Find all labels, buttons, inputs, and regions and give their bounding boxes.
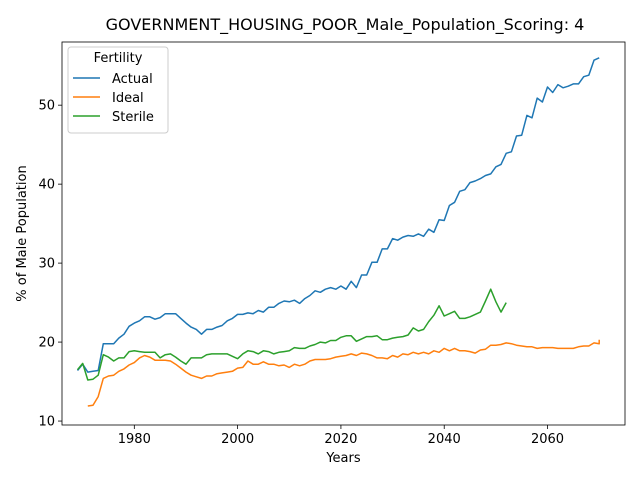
x-axis-label: Years: [325, 451, 361, 466]
legend: Fertility Actual Ideal Sterile: [67, 46, 169, 134]
legend-label-ideal: Ideal: [112, 91, 144, 106]
y-axis-label: % of Male Population: [15, 165, 30, 301]
x-tick-label: 2020: [324, 432, 357, 447]
x-tick-label: 2000: [221, 432, 254, 447]
legend-box: [67, 46, 169, 134]
series-line-sterile: [76, 288, 507, 381]
series-line-actual: [76, 57, 600, 373]
x-tick-label: 2060: [531, 432, 564, 447]
y-tick-label: 50: [38, 99, 55, 114]
x-tick-label: 2040: [428, 432, 461, 447]
axes: 1980 2000 2020 2040 2060 10 20 30 40 50: [38, 99, 564, 447]
chart-title: GOVERNMENT_HOUSING_POOR_Male_Population_…: [106, 15, 585, 35]
y-tick-label: 30: [38, 257, 55, 272]
y-tick-label: 40: [38, 178, 55, 193]
y-tick-label: 10: [38, 415, 55, 430]
legend-label-sterile: Sterile: [112, 110, 154, 125]
legend-title: Fertility: [94, 51, 143, 66]
series-line-ideal: [87, 339, 600, 407]
x-tick-label: 1980: [118, 432, 151, 447]
legend-label-actual: Actual: [112, 72, 153, 87]
plot-area: [76, 57, 600, 407]
y-tick-label: 20: [38, 336, 55, 351]
plot-frame: [61, 41, 626, 426]
